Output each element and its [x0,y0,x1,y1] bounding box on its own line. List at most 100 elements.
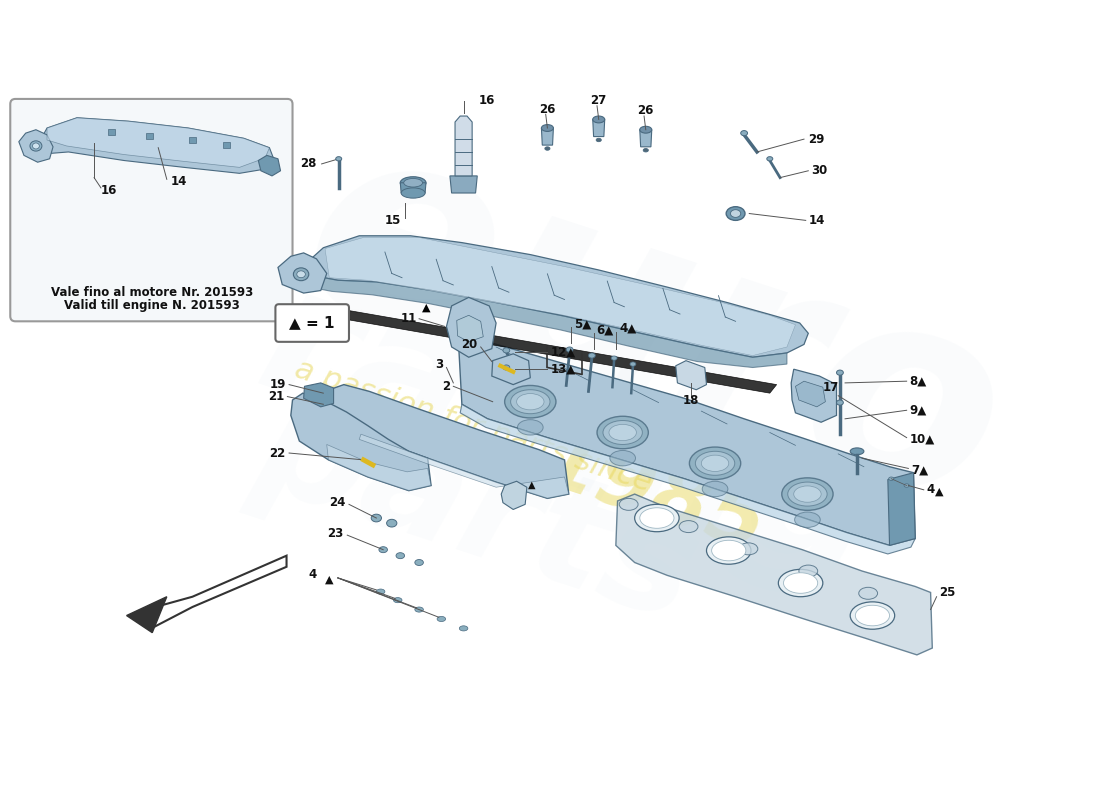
Ellipse shape [386,519,397,527]
Ellipse shape [371,514,382,522]
Ellipse shape [782,478,833,510]
Ellipse shape [597,416,648,449]
Text: 11: 11 [400,312,417,326]
Text: 21: 21 [267,390,284,403]
Ellipse shape [630,362,636,366]
Text: 9▲: 9▲ [910,404,926,417]
Polygon shape [47,118,270,167]
Ellipse shape [609,424,637,441]
Text: 4: 4 [308,568,317,581]
Ellipse shape [726,206,745,220]
Text: 20: 20 [461,338,477,351]
Polygon shape [616,494,933,655]
Text: 25: 25 [939,586,956,599]
Ellipse shape [378,546,387,553]
Ellipse shape [609,450,636,466]
Text: 4: 4 [926,483,935,496]
Ellipse shape [779,570,823,597]
Polygon shape [290,393,431,490]
Text: ▲: ▲ [935,487,944,497]
Ellipse shape [640,508,674,528]
Ellipse shape [799,565,817,577]
Text: 15: 15 [385,214,402,227]
Ellipse shape [794,486,821,502]
Text: 24: 24 [329,496,345,509]
Ellipse shape [904,484,910,487]
Ellipse shape [612,356,617,360]
Ellipse shape [859,587,878,599]
Text: 2: 2 [442,380,450,393]
Text: ▲: ▲ [324,574,333,585]
Ellipse shape [690,447,740,479]
Ellipse shape [437,616,446,622]
Ellipse shape [740,130,748,136]
Ellipse shape [400,177,426,189]
Text: 5▲: 5▲ [574,318,591,330]
Polygon shape [593,119,605,137]
Ellipse shape [783,573,817,594]
Polygon shape [791,370,836,422]
Text: a passion for parts since: a passion for parts since [290,354,656,497]
Ellipse shape [593,116,605,123]
Text: euro: euro [274,93,1036,570]
Text: 12▲: 12▲ [551,346,576,358]
Polygon shape [329,385,569,498]
Ellipse shape [396,553,405,558]
Polygon shape [541,128,553,145]
Text: 30: 30 [811,164,827,178]
Ellipse shape [503,365,509,370]
Ellipse shape [460,626,467,631]
Text: 8▲: 8▲ [910,374,926,388]
Text: 6▲: 6▲ [596,323,614,336]
Ellipse shape [336,157,342,161]
Ellipse shape [517,420,543,435]
Polygon shape [492,354,530,385]
Text: parts: parts [240,370,715,652]
Polygon shape [360,434,569,498]
Text: Vale fino al motore Nr. 201593: Vale fino al motore Nr. 201593 [51,286,253,298]
Bar [223,142,230,148]
Polygon shape [455,116,472,176]
Ellipse shape [415,559,424,566]
Ellipse shape [541,125,553,131]
Ellipse shape [850,448,864,454]
Polygon shape [308,304,777,393]
Polygon shape [459,331,915,546]
Polygon shape [301,236,808,358]
Text: 22: 22 [270,446,286,459]
Ellipse shape [730,210,740,218]
Ellipse shape [294,268,309,281]
Text: 27: 27 [591,94,607,107]
Polygon shape [640,130,652,147]
Bar [146,133,153,139]
Text: ▲: ▲ [528,480,536,490]
Text: 10▲: 10▲ [910,433,935,446]
Ellipse shape [679,521,697,533]
Ellipse shape [404,178,422,187]
Bar [108,129,114,135]
Polygon shape [136,556,286,630]
Ellipse shape [856,606,890,626]
Ellipse shape [566,347,573,352]
Ellipse shape [836,370,844,375]
Polygon shape [450,176,477,193]
Ellipse shape [739,543,758,555]
Polygon shape [888,473,915,546]
Ellipse shape [850,602,894,630]
Ellipse shape [794,512,821,527]
Ellipse shape [588,353,595,358]
Polygon shape [19,130,53,162]
Text: 14: 14 [172,175,187,188]
Ellipse shape [635,504,679,532]
Ellipse shape [836,400,844,405]
FancyBboxPatch shape [10,99,293,322]
Polygon shape [298,272,786,367]
FancyBboxPatch shape [275,304,349,342]
Polygon shape [795,381,825,407]
Ellipse shape [702,482,728,497]
Text: 13▲: 13▲ [551,362,576,376]
Ellipse shape [402,188,425,198]
Ellipse shape [510,390,550,414]
Polygon shape [304,383,333,407]
Text: ▲ = 1: ▲ = 1 [289,315,334,330]
